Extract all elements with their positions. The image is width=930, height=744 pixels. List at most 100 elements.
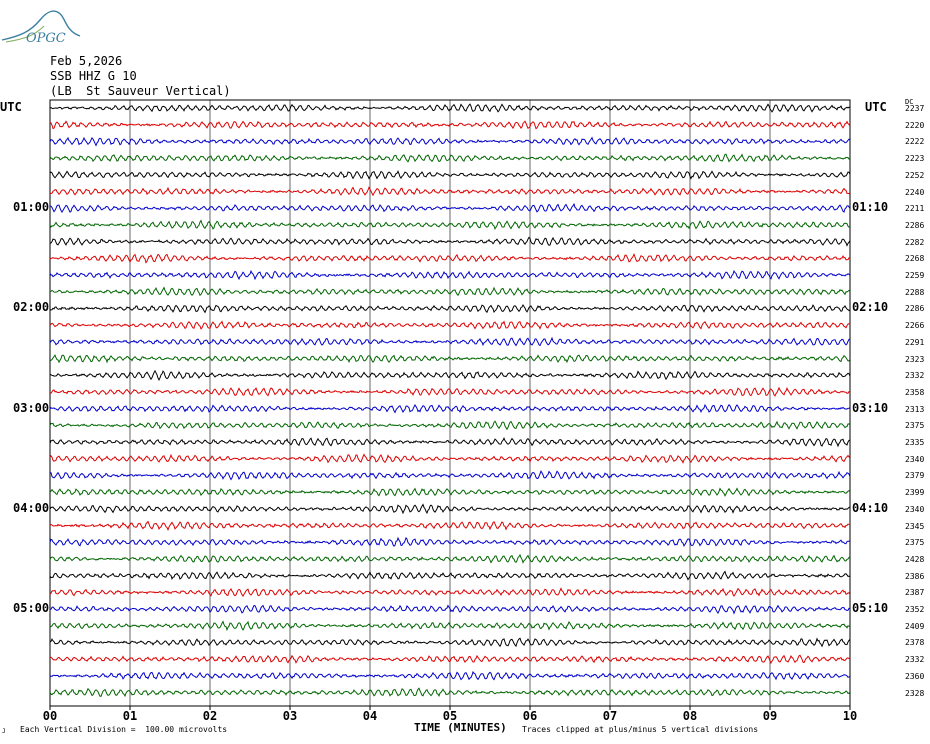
trace-line: [49, 420, 851, 431]
trace-line: [49, 437, 851, 448]
x-tick-label: 07: [602, 709, 618, 723]
hour-label-right: 05:10: [852, 601, 889, 615]
x-tick-label: 06: [522, 709, 538, 723]
trace-line: [49, 170, 851, 180]
clip-note: Traces clipped at plus/minus 5 vertical …: [522, 725, 759, 734]
seismic-traces: [49, 103, 851, 698]
trace-line: [49, 120, 851, 130]
x-tick-label: 05: [442, 709, 458, 723]
logo-text: OPGC: [26, 31, 66, 46]
dc-offset-value: 2358: [905, 387, 925, 397]
x-axis-ticks: [49, 706, 851, 710]
trace-line: [49, 520, 851, 531]
scale-note: Each Vertical Division = 100.00 microvol…: [20, 725, 228, 734]
record-date: Feb 5,2026: [50, 54, 123, 68]
trace-line: [49, 369, 851, 381]
x-tick-label: 00: [42, 709, 58, 723]
trace-line: [49, 269, 851, 281]
dc-offset-value: 2378: [905, 638, 925, 648]
dc-offset-value: 2335: [905, 438, 925, 447]
dc-offset-value: 2328: [905, 688, 925, 698]
dc-offset-value: 2211: [905, 204, 925, 214]
dc-label: DC: [905, 98, 914, 106]
dc-offset-value: 2375: [905, 421, 925, 431]
dc-offset-value: 2222: [905, 137, 925, 147]
dc-offset-value: 2268: [905, 254, 925, 264]
dc-offset-value: 2252: [905, 170, 925, 180]
trace-line: [49, 236, 851, 247]
trace-line: [49, 336, 851, 347]
x-tick-label: 01: [122, 709, 138, 723]
dc-offset-value: 2240: [905, 187, 925, 197]
hour-label-right: 01:10: [852, 200, 889, 215]
trace-line: [49, 219, 851, 231]
trace-line: [49, 654, 851, 664]
hour-label-right: 02:10: [852, 300, 889, 315]
dc-offset-value: 2428: [905, 554, 925, 564]
trace-line: [49, 604, 851, 615]
trace-line: [49, 186, 851, 197]
x-axis-title: TIME (MINUTES): [414, 721, 507, 734]
x-tick-label: 09: [762, 709, 778, 723]
trace-line: [49, 637, 851, 648]
trace-line: [49, 470, 851, 481]
trace-line: [49, 487, 851, 497]
dc-offset-value: 2379: [905, 471, 925, 481]
dc-offset-value: 2360: [905, 671, 925, 681]
dc-offset-value: 2332: [905, 371, 925, 381]
trace-line: [49, 503, 851, 515]
dc-offset-value: 2375: [905, 538, 925, 548]
dc-offset-value: 2220: [905, 120, 925, 130]
dc-offset-value: 2223: [905, 154, 925, 164]
dc-offset-value: 2323: [905, 354, 925, 364]
x-tick-label: 03: [282, 709, 298, 723]
x-tick-label: 02: [202, 709, 218, 723]
x-tick-label: 08: [682, 709, 698, 723]
hour-label-left: 01:00: [13, 200, 50, 215]
hour-label-left: 04:00: [13, 500, 50, 515]
dc-offset-value: 2352: [905, 605, 925, 614]
dc-offset-value: 2237: [905, 104, 925, 113]
station-location: (LB St Sauveur Vertical): [50, 84, 231, 98]
dc-offset-value: 2332: [905, 655, 925, 665]
dc-offset-value: 2266: [905, 321, 925, 331]
hour-label-right: 03:10: [852, 400, 889, 415]
trace-line: [49, 687, 851, 698]
opgc-logo: OPGC: [1, 10, 81, 46]
trace-line: [49, 136, 851, 147]
dc-offset-value: 2386: [905, 571, 925, 581]
utc-label-right: UTC: [865, 100, 887, 114]
trace-line: [49, 620, 851, 632]
hour-label-left: 03:00: [13, 400, 50, 415]
dc-offset-value: 2291: [905, 337, 925, 347]
trace-line: [49, 103, 851, 113]
dc-offset-value: 2387: [905, 588, 925, 598]
dc-offset-value: 2340: [905, 454, 925, 464]
trace-line: [49, 453, 851, 464]
trace-line: [49, 286, 851, 297]
station-channel: SSB HHZ G 10: [50, 69, 137, 83]
trace-line: [49, 570, 851, 581]
trace-line: [49, 153, 851, 163]
dc-offset-value: 2409: [905, 621, 925, 631]
trace-line: [49, 670, 851, 681]
x-tick-label: 10: [842, 709, 858, 723]
footer-mark: J: [2, 728, 6, 735]
trace-line: [49, 304, 851, 314]
trace-line: [49, 253, 851, 264]
trace-line: [49, 553, 851, 564]
utc-label-left: UTC: [0, 100, 22, 114]
dc-offset-value: 2259: [905, 271, 925, 280]
trace-line: [49, 403, 851, 414]
dc-offset-value: 2282: [905, 237, 925, 247]
dc-offset-value: 2313: [905, 404, 925, 414]
dc-offset-value: 2286: [905, 304, 925, 314]
dc-offset-value: 2399: [905, 488, 925, 498]
hour-label-right: 04:10: [852, 500, 889, 515]
trace-line: [49, 536, 851, 548]
hour-label-left: 02:00: [13, 300, 50, 315]
dc-offset-value: 2340: [905, 504, 925, 514]
x-tick-label: 04: [362, 709, 378, 723]
trace-line: [49, 587, 851, 598]
